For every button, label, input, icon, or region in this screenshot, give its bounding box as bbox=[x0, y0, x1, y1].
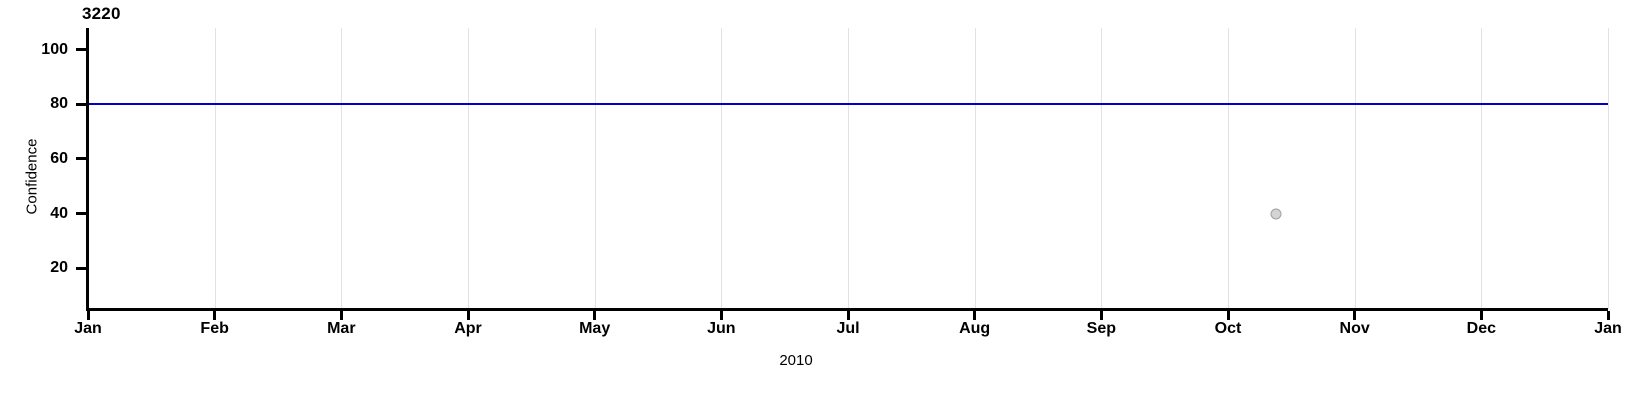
gridline bbox=[1481, 28, 1483, 309]
x-axis-tick bbox=[1099, 311, 1103, 320]
x-axis-tick bbox=[339, 311, 343, 320]
x-axis-tick bbox=[846, 311, 850, 320]
x-axis-tick bbox=[973, 311, 977, 320]
x-axis-tick bbox=[86, 311, 90, 320]
y-axis-tick-label: 100 bbox=[41, 40, 68, 58]
y-axis-tick bbox=[76, 157, 87, 161]
y-axis-tick-label: 20 bbox=[50, 259, 68, 277]
gridline bbox=[1608, 28, 1609, 309]
gridline bbox=[1228, 28, 1229, 309]
x-axis-tick-label: Nov bbox=[1339, 320, 1370, 337]
x-axis-tick-label: Dec bbox=[1466, 320, 1497, 337]
x-axis-tick bbox=[593, 311, 597, 320]
y-axis-label: Confidence bbox=[23, 138, 41, 215]
y-axis-tick-label: 40 bbox=[50, 204, 68, 222]
gridline bbox=[974, 28, 976, 309]
x-axis-tick-label: Jan bbox=[74, 320, 102, 337]
y-axis-line bbox=[86, 28, 89, 311]
gridline bbox=[468, 28, 469, 309]
chart-title: 3220 bbox=[82, 4, 121, 23]
threshold-line bbox=[88, 103, 1608, 106]
x-axis-tick-label: Mar bbox=[327, 320, 356, 337]
x-axis-tick-label: Aug bbox=[959, 320, 991, 337]
gridline bbox=[1354, 28, 1356, 309]
gridline bbox=[1101, 28, 1103, 309]
gridline bbox=[721, 28, 723, 309]
y-axis-tick bbox=[76, 212, 87, 215]
x-axis-tick-label: Oct bbox=[1214, 320, 1242, 337]
x-axis-tick-label: Jan bbox=[1594, 320, 1622, 337]
y-axis-tick-label: 80 bbox=[50, 95, 68, 113]
y-axis-tick bbox=[76, 266, 87, 270]
x-axis-tick-label: Jun bbox=[707, 320, 736, 337]
x-axis-tick bbox=[466, 311, 470, 320]
x-axis-line bbox=[86, 308, 1608, 311]
gridline bbox=[341, 28, 343, 309]
x-axis-tick bbox=[1353, 311, 1357, 320]
gridline bbox=[214, 28, 216, 309]
gridline bbox=[848, 28, 849, 309]
data-point[interactable] bbox=[1270, 208, 1282, 219]
gridline bbox=[594, 28, 596, 309]
plot-area bbox=[88, 28, 1609, 309]
x-axis-tick-label: May bbox=[579, 320, 611, 337]
x-axis-label: 2010 bbox=[779, 352, 813, 369]
x-axis-tick-label: Sep bbox=[1086, 320, 1116, 337]
x-axis-tick bbox=[1226, 311, 1230, 320]
x-axis-tick bbox=[1479, 311, 1483, 320]
y-axis-tick bbox=[76, 48, 87, 52]
x-axis-tick-label: Apr bbox=[454, 320, 482, 337]
x-axis-tick bbox=[719, 311, 723, 320]
x-axis-tick bbox=[213, 311, 217, 320]
y-axis-tick bbox=[76, 102, 87, 106]
x-axis-tick-label: Jul bbox=[836, 320, 860, 337]
y-axis-tick-label: 60 bbox=[50, 149, 68, 167]
x-axis-tick bbox=[1606, 311, 1610, 320]
x-axis-tick-label: Feb bbox=[200, 320, 229, 337]
